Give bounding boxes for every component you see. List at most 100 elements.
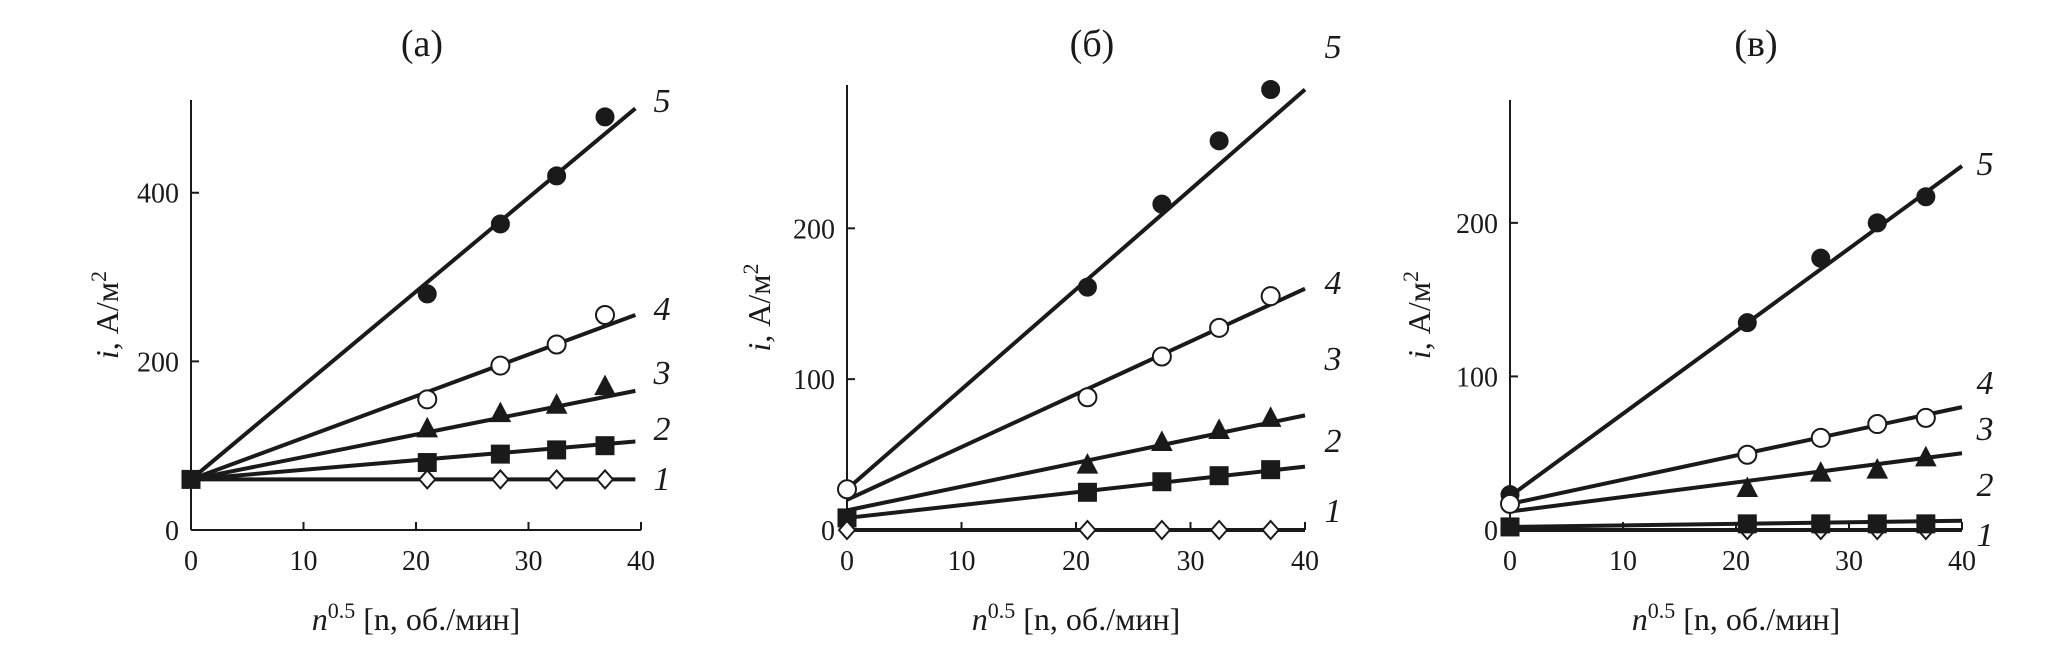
curve-label-4: 4 [1325,265,1342,302]
y-tick-label: 200 [137,347,179,378]
data-point-series-1 [595,468,615,490]
data-point-series-4 [1867,414,1888,435]
y-tick-label: 0 [1484,516,1498,547]
fit-line-2 [190,439,636,482]
curve-label-1: 1 [1977,517,1994,554]
y-tick-label: 100 [1456,362,1498,393]
x-tick-label: 10 [948,546,976,577]
x-axis-label: n0.5 [n, об./мин] [972,598,1180,638]
curve-label-5: 5 [654,83,671,120]
panel-v: (в) 0 10 20 30 40 0 100 200 n0.5 [n, об./мин] i, А… [1398,23,1994,637]
fit-line-3 [1509,451,1963,514]
data-point-series-3 [545,393,568,414]
curve-label-3: 3 [1324,341,1342,378]
curve-label-2: 2 [1325,423,1342,460]
panel-title: (а) [401,23,443,65]
data-point-series-2 [1811,514,1831,534]
y-axis-label: i, А/м2 [1398,271,1438,359]
data-point-series-4 [595,305,615,325]
x-tick-label: 40 [627,546,655,577]
y-tick-label: 200 [793,214,835,245]
data-point-series-1 [1152,519,1172,541]
x-tick-label: 0 [1503,546,1517,577]
data-point-series-3 [416,416,439,438]
y-tick-label: 400 [137,179,179,210]
data-point-series-3 [489,401,512,423]
curve-label-4: 4 [654,291,671,328]
y-axis-label: i, А/м2 [738,263,778,351]
x-axis-label: n0.5 [n, об./мин] [1632,598,1840,638]
x-tick-label: 30 [1835,546,1863,577]
x-tick-label: 30 [1177,546,1205,577]
curve-label-1: 1 [654,461,671,498]
data-point-series-2 [1077,482,1097,502]
data-point-series-5 [1261,80,1281,100]
x-tick-label: 40 [1291,546,1319,577]
origin-point [1500,517,1520,537]
fit-line-5 [189,106,637,481]
data-point-series-3 [1259,406,1282,427]
data-point-series-2 [417,453,437,473]
curve-label-1: 1 [1325,493,1342,530]
fit-line-5 [845,88,1307,491]
data-point-series-2 [1737,514,1757,534]
origin-point [837,519,857,541]
fit-line-3 [846,413,1306,513]
curve-label-3: 3 [653,355,671,392]
origin-point [181,469,201,489]
data-point-series-1 [547,468,566,490]
data-point-series-4 [1209,317,1230,338]
fit-line-4 [846,286,1306,502]
data-point-series-1 [1078,519,1097,541]
x-tick-label: 20 [1722,546,1750,577]
x-tick-label: 10 [1609,546,1637,577]
x-tick-label: 0 [840,546,854,577]
x-tick-label: 40 [1948,546,1976,577]
data-point-series-5 [1811,248,1831,268]
data-point-series-1 [1209,519,1229,541]
panel-b: (б) 0 10 20 30 40 0 100 200 n0.5 [n, об./мин] i, А… [738,23,1342,637]
data-point-series-5 [417,284,437,304]
data-point-series-2 [1261,460,1281,480]
x-tick-label: 0 [184,546,198,577]
x-tick-label: 20 [402,546,430,577]
y-tick-label: 0 [165,516,179,547]
y-tick-label: 0 [821,516,835,547]
curve-label-2: 2 [1977,467,1994,504]
data-point-series-2 [595,436,615,456]
data-point-series-2 [1209,466,1229,486]
data-point-series-3 [1866,458,1889,479]
origin-point [1500,493,1520,514]
curve-label-2: 2 [654,411,671,448]
curve-label-5: 5 [1325,29,1342,66]
data-point-series-4 [490,355,511,376]
data-point-series-1 [417,468,437,490]
curve-label-3: 3 [1976,411,1994,448]
origin-point [837,479,857,500]
data-point-series-5 [1737,313,1757,333]
data-point-series-3 [1151,430,1173,452]
y-tick-label: 100 [793,365,835,396]
data-point-series-4 [417,389,438,410]
curve-label-5: 5 [1977,146,1994,183]
data-point-series-3 [1809,461,1832,482]
y-axis-label: i, А/м2 [86,271,126,359]
data-point-series-3 [594,374,616,396]
y-tick-label: 200 [1456,209,1498,240]
data-point-series-1 [1261,519,1280,541]
data-point-series-4 [1260,286,1281,307]
x-tick-label: 20 [1062,546,1090,577]
data-point-series-5 [1209,131,1229,151]
fit-line-2 [846,464,1306,520]
data-point-series-4 [1810,427,1831,448]
data-point-series-3 [1915,445,1937,467]
x-tick-label: 10 [290,546,318,577]
fit-line-4 [1509,405,1963,506]
data-point-series-4 [1151,346,1172,367]
data-point-series-4 [1077,387,1098,408]
data-point-series-2 [1152,472,1172,492]
data-point-series-4 [1737,444,1758,465]
x-tick-label: 30 [515,546,543,577]
data-point-series-3 [1208,418,1230,439]
